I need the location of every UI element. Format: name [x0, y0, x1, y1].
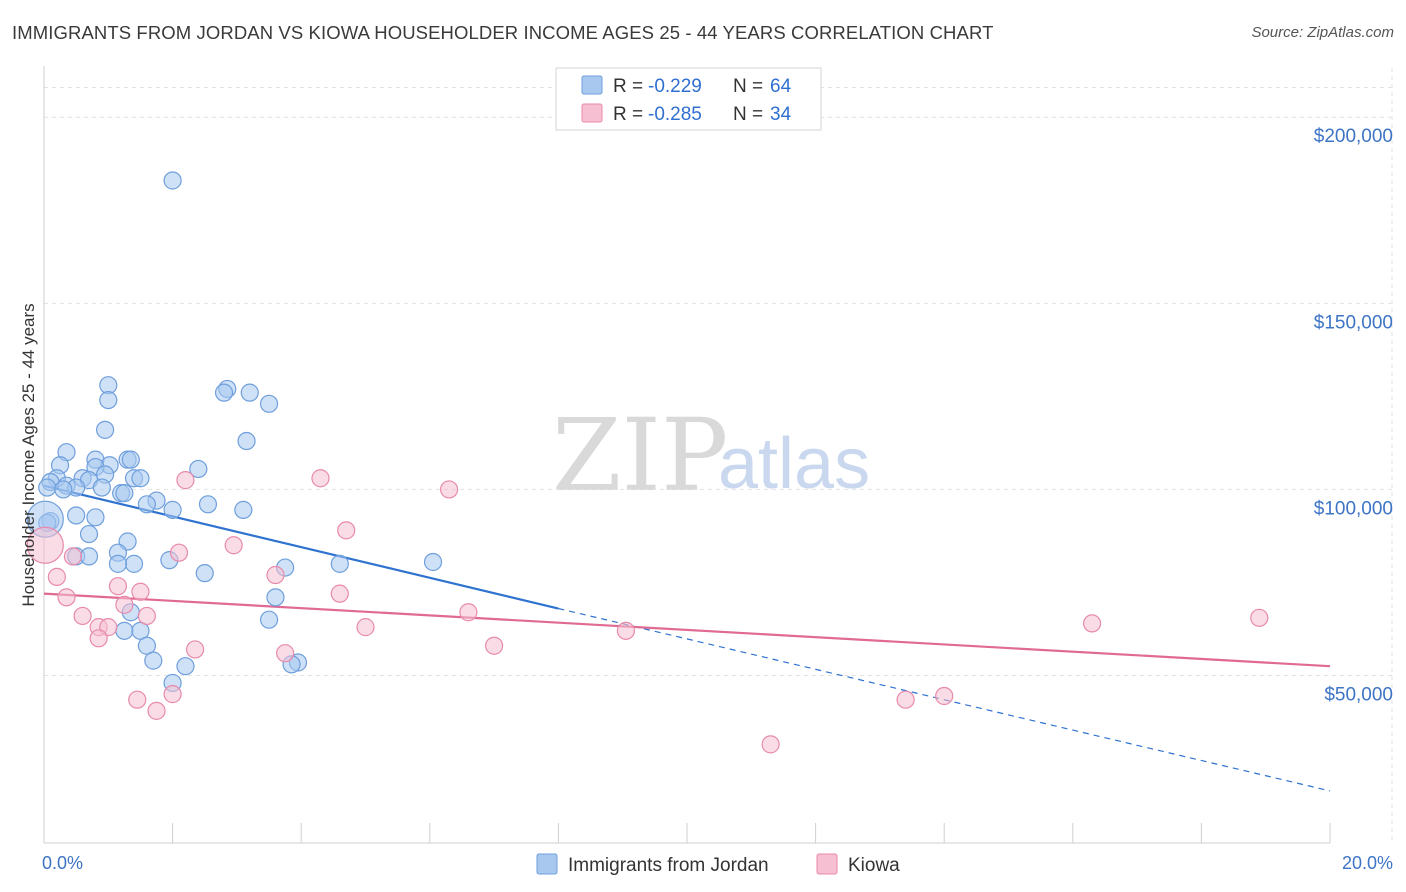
bottom-legend-label-jordan: Immigrants from Jordan: [568, 855, 769, 876]
jordan-point: [176, 657, 195, 676]
axis-layer: $50,000 $100,000 $150,000 $200,000 0.0% 20.0%: [42, 66, 1393, 873]
jordan-point: [115, 484, 134, 503]
kiowa-point: [186, 640, 205, 659]
jordan-point: [234, 500, 253, 519]
kiowa-point: [1082, 614, 1102, 633]
jordan-point: [163, 171, 182, 190]
stats-legend: R = -0.229 N = 64 R = -0.285 N = 34: [555, 67, 822, 131]
kiowa-point: [439, 480, 459, 499]
legend-r-label-kiowa: R =: [613, 104, 643, 125]
kiowa-point: [337, 521, 356, 540]
jordan-point: [237, 431, 256, 451]
y-tick-label: $100,000: [1314, 498, 1393, 519]
kiowa-point: [63, 547, 83, 566]
kiowa-point: [108, 577, 128, 596]
kiowa-point: [266, 565, 285, 585]
kiowa-point: [935, 686, 954, 706]
kiowa-point: [57, 588, 76, 607]
kiowa-point: [896, 690, 915, 709]
kiowa-point: [485, 636, 504, 655]
legend-n-label-kiowa: N =: [733, 104, 763, 125]
jordan-point: [163, 500, 182, 519]
kiowa-point: [330, 584, 349, 603]
bottom-legend: Immigrants from Jordan Kiowa: [536, 853, 900, 876]
kiowa-point: [73, 606, 92, 626]
trendline-jordan: [43, 484, 559, 610]
jordan-point: [423, 552, 443, 572]
y-tick-label: $200,000: [1314, 126, 1393, 147]
kiowa-point: [47, 567, 66, 586]
jordan-point: [38, 478, 57, 497]
jordan-point: [189, 459, 208, 479]
kiowa-point: [128, 690, 147, 709]
watermark-atlas: atlas: [718, 424, 870, 504]
legend-r-label-jordan: R =: [613, 76, 643, 97]
chart-title: IMMIGRANTS FROM JORDAN VS KIOWA HOUSEHOL…: [12, 22, 994, 43]
kiowa-point: [1250, 608, 1269, 627]
jordan-point: [131, 469, 150, 488]
jordan-point: [79, 524, 99, 544]
bottom-legend-label-kiowa: Kiowa: [848, 855, 900, 876]
chart-source: Source: ZipAtlas.com: [1251, 24, 1394, 41]
jordan-point: [124, 554, 144, 573]
kiowa-point: [89, 629, 108, 648]
kiowa-point: [459, 603, 478, 622]
jordan-point: [144, 651, 163, 670]
bottom-legend-swatch-jordan: [536, 853, 558, 875]
jordan-point: [121, 450, 140, 469]
kiowa-point: [761, 735, 780, 754]
jordan-point: [214, 383, 234, 402]
kiowa-point: [616, 621, 636, 640]
legend-r-value-jordan: -0.229: [648, 76, 702, 97]
jordan-point: [137, 495, 156, 514]
x-tick-label-start: 0.0%: [42, 853, 83, 873]
jordan-point: [108, 554, 128, 573]
legend-swatch-kiowa: [581, 103, 603, 123]
kiowa-point: [224, 536, 243, 555]
legend-n-value-jordan: 64: [770, 76, 792, 97]
y-tick-label: $50,000: [1324, 685, 1393, 706]
kiowa-point: [356, 618, 375, 637]
legend-swatch-jordan: [581, 75, 603, 95]
y-tick-label: $150,000: [1314, 312, 1393, 333]
kiowa-point: [276, 644, 295, 663]
jordan-point: [198, 495, 218, 514]
bottom-legend-swatch-kiowa: [816, 853, 838, 875]
jordan-point: [259, 394, 279, 413]
kiowa-point: [169, 543, 189, 562]
jordan-point: [195, 564, 214, 583]
legend-n-value-kiowa: 34: [770, 104, 792, 125]
y-axis-label: Householder Income Ages 25 - 44 years: [19, 303, 38, 606]
kiowa-point: [137, 606, 156, 626]
jordan-point: [86, 508, 105, 527]
points-layer: [26, 171, 1269, 754]
trendline-kiowa: [43, 592, 1331, 668]
kiowa-point: [115, 595, 134, 614]
kiowa-point: [26, 526, 64, 564]
jordan-point: [99, 390, 118, 410]
jordan-point: [330, 554, 349, 573]
jordan-point: [115, 621, 134, 640]
kiowa-point: [176, 471, 195, 490]
kiowa-point: [147, 701, 166, 720]
watermark-zip: ZIP: [552, 397, 728, 514]
jordan-point: [240, 383, 259, 402]
jordan-point: [92, 478, 111, 497]
kiowa-point: [311, 469, 330, 488]
jordan-point: [67, 506, 86, 525]
trend-layer: [43, 484, 1331, 792]
jordan-point: [79, 547, 99, 566]
legend-n-label-jordan: N =: [733, 76, 763, 97]
jordan-point: [54, 480, 73, 499]
kiowa-point: [163, 685, 182, 704]
x-tick-label-end: 20.0%: [1342, 853, 1393, 873]
legend-r-value-kiowa: -0.285: [648, 104, 702, 125]
jordan-point: [266, 588, 285, 607]
jordan-point: [95, 420, 115, 439]
jordan-point: [259, 610, 279, 629]
kiowa-point: [131, 582, 150, 601]
